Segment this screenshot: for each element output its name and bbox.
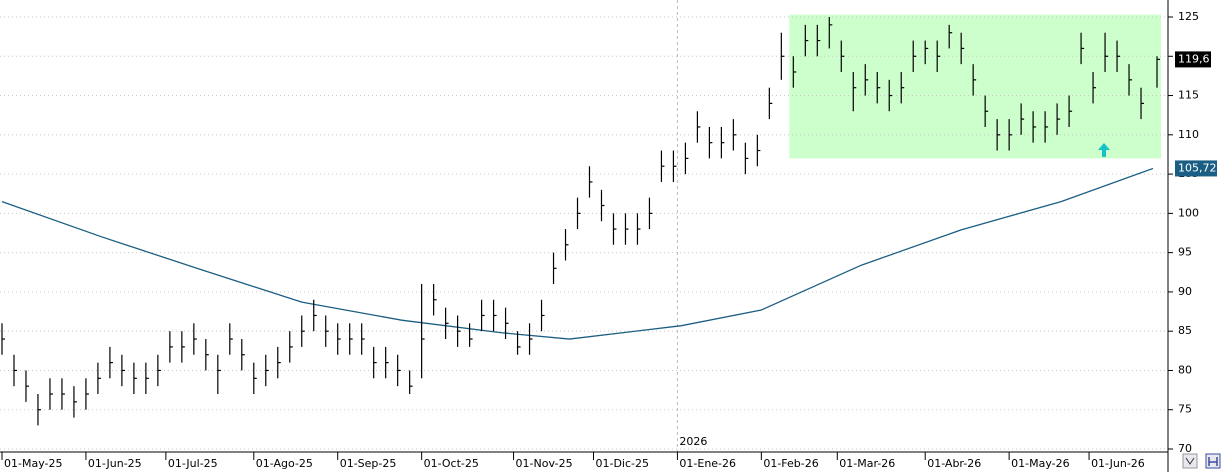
- background-layer: [0, 0, 1168, 452]
- x-tick-label: 01-Abr-26: [927, 457, 981, 470]
- button[interactable]: [1182, 453, 1198, 469]
- x-tick-label: 01-Mar-26: [839, 457, 895, 470]
- last-value-label: 105,72: [1178, 161, 1217, 174]
- plot-layer: [1, 17, 1161, 426]
- y-tick-label: 75: [1178, 403, 1192, 416]
- y-tick-label: 70: [1178, 442, 1192, 455]
- y-tick-label: 125: [1178, 10, 1199, 23]
- x-tick-label: 01-Nov-25: [516, 457, 573, 470]
- y-tick-label: 100: [1178, 206, 1199, 219]
- arrow-icon: [1098, 143, 1110, 157]
- x-tick-label: 01-Oct-25: [424, 457, 479, 470]
- x-tick-label: 01-May-26: [1011, 457, 1069, 470]
- y-tick-label: 80: [1178, 363, 1192, 376]
- button[interactable]: [1205, 453, 1221, 469]
- y-tick-label: 115: [1178, 89, 1199, 102]
- x-tick-label: 01-Jul-25: [168, 457, 218, 470]
- x-tick-label: 01-Sep-25: [340, 457, 397, 470]
- x-tick-label: 01-Dic-25: [595, 457, 649, 470]
- y-tick-label: 90: [1178, 285, 1192, 298]
- moving-average-line: [1, 167, 1154, 340]
- button-icon: [1185, 457, 1195, 465]
- y-tick-label: 85: [1178, 324, 1192, 337]
- last-value-label: 119,6: [1178, 52, 1210, 65]
- x-tick-label: 01-May-25: [4, 457, 62, 470]
- x-tick-label: 01-Ene-26: [679, 457, 736, 470]
- year-label: 2026: [679, 435, 707, 448]
- button-icon: [1208, 457, 1218, 466]
- highlight-zone: [789, 14, 1162, 159]
- x-tick-label: 01-Jun-26: [1091, 457, 1145, 470]
- y-tick-label: 95: [1178, 246, 1192, 259]
- x-tick-label: 01-Jun-25: [88, 457, 142, 470]
- last-value-box: [1175, 160, 1217, 177]
- x-tick-label: 01-Feb-26: [763, 457, 818, 470]
- x-tick-label: 01-Ago-25: [256, 457, 313, 470]
- last-value-box: [1175, 51, 1211, 68]
- y-tick-label: 110: [1178, 128, 1199, 141]
